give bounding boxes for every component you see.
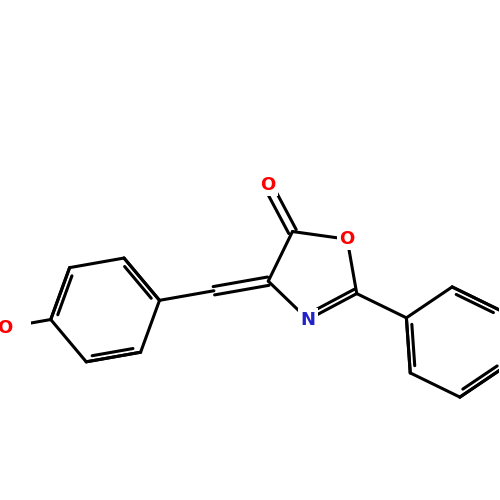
Text: O: O [260, 176, 276, 194]
Text: O: O [340, 230, 355, 248]
Text: O: O [0, 318, 12, 336]
Text: N: N [300, 310, 316, 328]
